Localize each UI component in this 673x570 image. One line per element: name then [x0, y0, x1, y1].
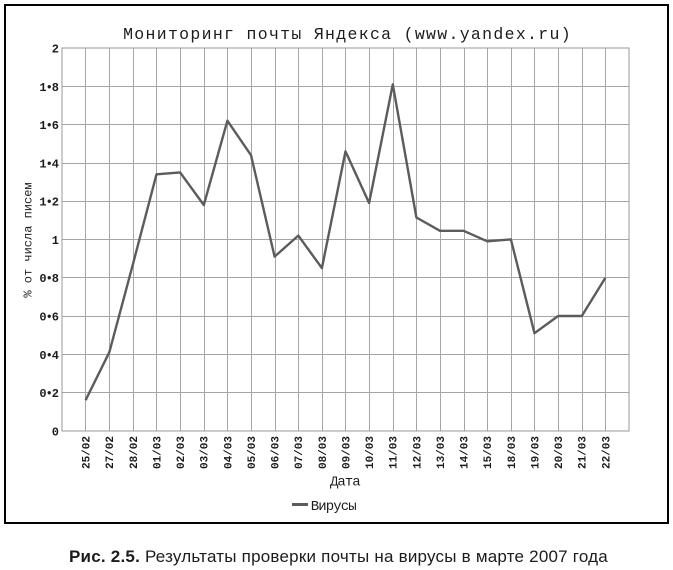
svg-text:09/03: 09/03: [341, 436, 353, 469]
svg-text:0: 0: [52, 426, 59, 440]
svg-text:14/03: 14/03: [460, 436, 472, 469]
svg-text:2: 2: [52, 43, 59, 57]
svg-text:07/03: 07/03: [294, 436, 306, 469]
svg-text:1•4: 1•4: [39, 158, 58, 172]
svg-text:01/03: 01/03: [152, 436, 164, 469]
svg-text:27/02: 27/02: [105, 436, 117, 469]
svg-text:Дата: Дата: [330, 475, 360, 491]
svg-text:19/03: 19/03: [530, 436, 542, 469]
svg-text:03/03: 03/03: [200, 436, 212, 469]
svg-text:05/03: 05/03: [247, 436, 259, 469]
svg-text:10/03: 10/03: [365, 436, 377, 469]
svg-text:% от числа писем: % от числа писем: [22, 182, 36, 297]
svg-text:Вирусы: Вирусы: [311, 499, 357, 515]
svg-text:0•4: 0•4: [39, 349, 58, 363]
svg-text:0•2: 0•2: [39, 387, 58, 401]
svg-text:1: 1: [52, 234, 59, 248]
svg-text:Рис. 2.5. Результаты проверки: Рис. 2.5. Результаты проверки почты на в…: [69, 547, 608, 566]
svg-text:21/03: 21/03: [578, 436, 590, 469]
svg-text:02/03: 02/03: [176, 436, 188, 469]
svg-text:13/03: 13/03: [436, 436, 448, 469]
svg-text:0•8: 0•8: [39, 272, 58, 286]
svg-text:12/03: 12/03: [412, 436, 424, 469]
svg-text:28/02: 28/02: [129, 436, 141, 469]
svg-text:1•2: 1•2: [39, 196, 58, 210]
svg-text:15/03: 15/03: [483, 436, 495, 469]
svg-text:11/03: 11/03: [389, 436, 401, 469]
svg-text:1•6: 1•6: [39, 119, 58, 133]
svg-text:06/03: 06/03: [271, 436, 283, 469]
svg-text:Мониторинг почты Яндекса (www.: Мониторинг почты Яндекса (www.yandex.ru): [123, 25, 572, 44]
svg-text:04/03: 04/03: [223, 436, 235, 469]
svg-text:18/03: 18/03: [507, 436, 519, 469]
svg-text:25/02: 25/02: [82, 436, 94, 469]
svg-text:08/03: 08/03: [318, 436, 330, 469]
svg-text:1•8: 1•8: [39, 81, 58, 95]
svg-text:0•6: 0•6: [39, 311, 58, 325]
svg-text:20/03: 20/03: [554, 436, 566, 469]
svg-text:22/03: 22/03: [601, 436, 613, 469]
